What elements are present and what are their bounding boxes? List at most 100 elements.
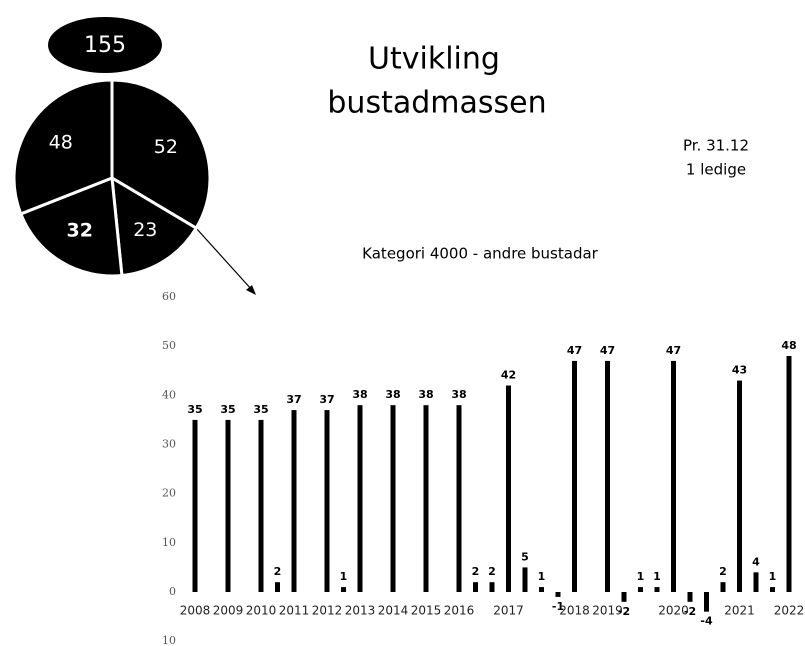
x-tick-label: 2015 xyxy=(411,604,442,618)
bar xyxy=(522,567,528,592)
x-tick-label: 2021 xyxy=(724,604,755,618)
bar xyxy=(671,360,676,592)
bar xyxy=(506,385,511,592)
pie-slice xyxy=(12,78,114,216)
value-label: 4 xyxy=(752,555,760,568)
bar xyxy=(704,592,709,612)
y-tick-label: 20 xyxy=(162,487,176,500)
x-tick-label: 2011 xyxy=(279,604,310,618)
bar xyxy=(737,380,742,592)
y-tick-label: 10 xyxy=(162,536,176,549)
value-label: 35 xyxy=(220,403,235,416)
bar xyxy=(753,572,759,592)
bar xyxy=(539,587,544,592)
bar xyxy=(456,405,462,592)
x-tick-label: 2008 xyxy=(180,604,211,618)
y-tick-label: 0 xyxy=(169,585,176,598)
value-label: 37 xyxy=(319,393,334,406)
pie-slice xyxy=(110,175,199,278)
x-tick-label: 2010 xyxy=(246,604,277,618)
pie-slice xyxy=(18,175,124,278)
x-tick-label: 2014 xyxy=(378,604,409,618)
total-badge xyxy=(48,17,162,73)
value-label: 47 xyxy=(666,344,681,357)
value-label: 38 xyxy=(451,388,466,401)
bar xyxy=(225,419,231,592)
value-label: -1 xyxy=(552,600,564,613)
bar xyxy=(687,592,693,602)
slice-label: 52 xyxy=(154,136,178,158)
x-tick-label: 2022 xyxy=(774,604,805,618)
bar xyxy=(291,410,297,592)
bar xyxy=(720,582,726,592)
value-label: 42 xyxy=(501,369,516,382)
x-tick-label: 2016 xyxy=(444,604,475,618)
value-label: 5 xyxy=(521,550,529,563)
value-label: 1 xyxy=(340,570,348,583)
value-label: -4 xyxy=(700,615,713,628)
bar xyxy=(258,419,264,592)
x-tick-label: 2018 xyxy=(559,604,590,618)
value-label: 48 xyxy=(781,339,796,352)
value-label: 38 xyxy=(418,388,433,401)
value-label: 1 xyxy=(637,570,645,583)
note-line: Pr. 31.12 xyxy=(683,137,749,155)
value-label: 47 xyxy=(600,344,615,357)
bar xyxy=(390,405,396,592)
arrow-head xyxy=(246,285,256,295)
x-tick-label: 2020 xyxy=(658,604,689,618)
y-tick-label: 40 xyxy=(162,388,176,401)
value-label: 47 xyxy=(567,344,582,357)
value-label: 35 xyxy=(187,403,202,416)
bar xyxy=(555,592,561,597)
bar xyxy=(473,582,478,592)
bar xyxy=(572,360,577,592)
y-tick-label: 60 xyxy=(162,290,176,303)
value-label: 2 xyxy=(719,565,727,578)
bar xyxy=(621,592,627,602)
bar xyxy=(192,419,198,592)
slice-label: 23 xyxy=(133,219,157,241)
bar xyxy=(489,582,495,592)
y-tick-label: 30 xyxy=(162,438,176,451)
bar xyxy=(770,587,775,592)
value-label: -2 xyxy=(618,605,630,618)
x-tick-label: 2013 xyxy=(345,604,376,618)
bar xyxy=(275,582,280,592)
bar xyxy=(654,587,660,592)
x-tick-label: 2009 xyxy=(213,604,244,618)
x-tick-label: 2012 xyxy=(312,604,343,618)
bar xyxy=(423,405,429,592)
value-label: 1 xyxy=(769,570,777,583)
total-label: 155 xyxy=(84,33,126,58)
bar xyxy=(638,587,643,592)
bar xyxy=(324,410,330,592)
value-label: 37 xyxy=(286,393,301,406)
bar xyxy=(341,587,346,592)
slice-label: 48 xyxy=(49,132,73,154)
value-label: 2 xyxy=(274,565,282,578)
y-tick-label: 10 xyxy=(162,634,176,646)
value-label: -2 xyxy=(684,605,696,618)
value-label: 35 xyxy=(253,403,268,416)
x-tick-label: 2017 xyxy=(493,604,524,618)
bar xyxy=(605,360,610,592)
slice-label: 32 xyxy=(67,219,93,241)
note-line: 1 ledige xyxy=(686,161,746,179)
value-label: 1 xyxy=(653,570,661,583)
x-tick-label: 2019 xyxy=(592,604,623,618)
value-label: 38 xyxy=(352,388,367,401)
value-label: 43 xyxy=(732,364,747,377)
bar xyxy=(786,356,792,592)
bar xyxy=(357,405,363,592)
chart-title: Kategori 4000 - andre bustadar xyxy=(362,245,598,263)
y-tick-label: 50 xyxy=(162,339,176,352)
value-label: 38 xyxy=(385,388,400,401)
value-label: 1 xyxy=(538,570,546,583)
value-label: 2 xyxy=(488,565,496,578)
title-line: Utvikling xyxy=(368,42,500,77)
title-line: bustadmassen xyxy=(327,86,546,121)
value-label: 2 xyxy=(472,565,480,578)
arrow-line xyxy=(195,227,253,291)
